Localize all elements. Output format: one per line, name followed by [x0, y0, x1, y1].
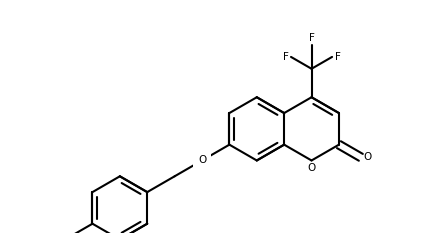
Text: F: F — [335, 52, 340, 62]
Text: O: O — [198, 155, 206, 165]
Text: F: F — [309, 33, 315, 43]
Text: O: O — [364, 152, 372, 162]
Text: O: O — [307, 163, 316, 173]
Text: F: F — [282, 52, 288, 62]
